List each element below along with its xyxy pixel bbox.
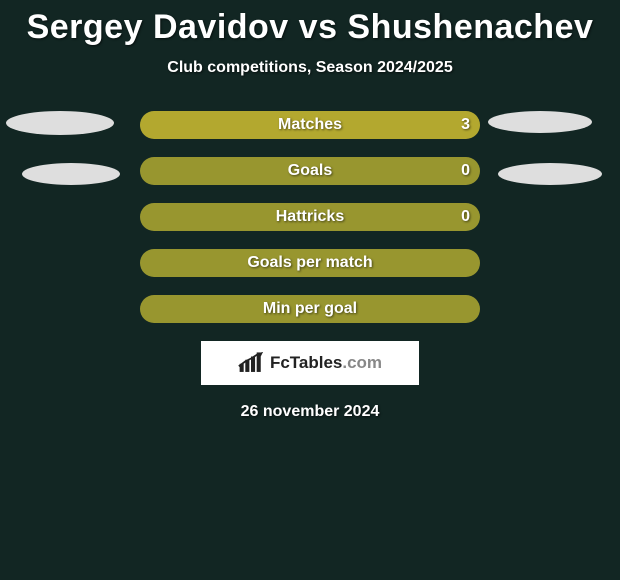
- date-label: 26 november 2024: [0, 403, 620, 421]
- stat-row: Matches3: [140, 111, 480, 139]
- stat-row: Goals0: [140, 157, 480, 185]
- stat-value-right: 0: [461, 203, 470, 231]
- stat-value-right: 3: [461, 111, 470, 139]
- logo-text: FcTables.com: [270, 353, 382, 373]
- chart-icon: [238, 352, 264, 374]
- stat-label: Min per goal: [140, 295, 480, 323]
- comparison-chart: Matches3Goals0Hattricks0Goals per matchM…: [0, 111, 620, 323]
- logo-brand: FcTables: [270, 353, 342, 372]
- stat-row: Min per goal: [140, 295, 480, 323]
- stat-label: Goals: [140, 157, 480, 185]
- placeholder-ellipse: [22, 163, 120, 185]
- placeholder-ellipse: [498, 163, 602, 185]
- subtitle: Club competitions, Season 2024/2025: [0, 59, 620, 77]
- stat-row: Goals per match: [140, 249, 480, 277]
- placeholder-ellipse: [6, 111, 114, 135]
- logo-badge: FcTables.com: [201, 341, 419, 385]
- placeholder-ellipse: [488, 111, 592, 133]
- stat-label: Hattricks: [140, 203, 480, 231]
- stat-row: Hattricks0: [140, 203, 480, 231]
- page-title: Sergey Davidov vs Shushenachev: [0, 0, 620, 47]
- logo-suffix: .com: [342, 353, 382, 372]
- stat-label: Matches: [140, 111, 480, 139]
- stat-label: Goals per match: [140, 249, 480, 277]
- stat-value-right: 0: [461, 157, 470, 185]
